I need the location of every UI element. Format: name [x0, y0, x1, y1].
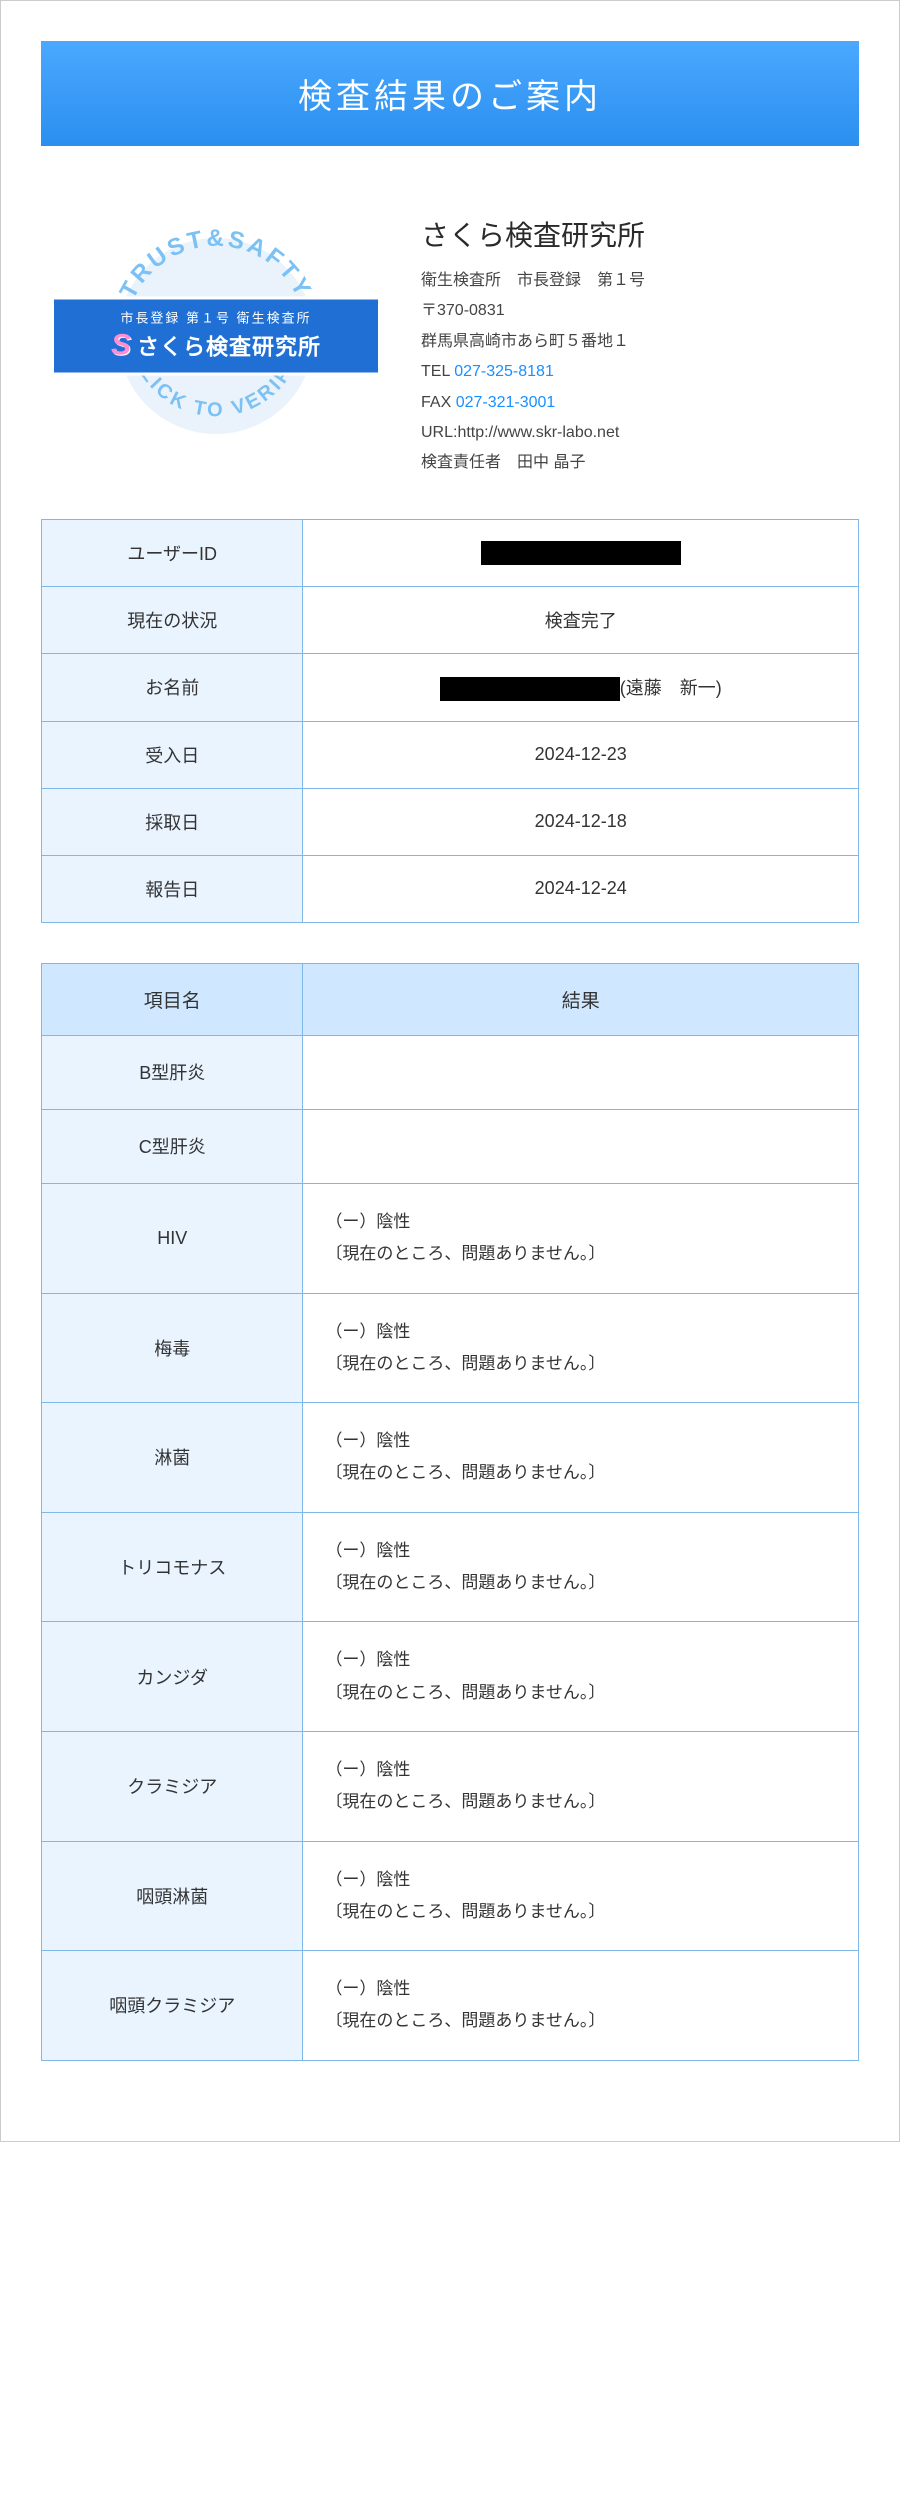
result-note: 〔現在のところ、問題ありません。〕 — [325, 1238, 836, 1270]
seal-lab-name: さくら検査研究所 — [137, 330, 321, 362]
result-value: （ー）陰性〔現在のところ、問題ありません。〕 — [303, 1731, 859, 1841]
result-row: 梅毒（ー）陰性〔現在のところ、問題ありません。〕 — [42, 1293, 859, 1403]
info-value: (遠藤 新一) — [303, 653, 859, 721]
lab-fax-line: FAX 027-321-3001 — [421, 388, 849, 418]
info-label: お名前 — [42, 653, 303, 721]
info-value: 2024-12-23 — [303, 721, 859, 788]
lab-tel-label: TEL — [421, 363, 454, 380]
result-item: クラミジア — [42, 1731, 303, 1841]
result-item: 咽頭淋菌 — [42, 1841, 303, 1951]
result-item: カンジダ — [42, 1622, 303, 1732]
result-value: （ー）陰性〔現在のところ、問題ありません。〕 — [303, 1622, 859, 1732]
trust-seal[interactable]: TRUST&SAFTY CLICK TO VERIFY 市長登録 第１号 衛生検… — [51, 206, 381, 466]
result-row: B型肝炎 — [42, 1035, 859, 1109]
info-label: 報告日 — [42, 855, 303, 922]
result-note: 〔現在のところ、問題ありません。〕 — [325, 1567, 836, 1599]
result-item: C型肝炎 — [42, 1109, 303, 1183]
result-value: （ー）陰性〔現在のところ、問題ありません。〕 — [303, 1293, 859, 1403]
result-status: （ー）陰性 — [325, 1973, 836, 2005]
lab-address: 群馬県高崎市あら町５番地１ — [421, 327, 849, 357]
seal-sub-label: 市長登録 第１号 衛生検査所 — [68, 308, 364, 327]
info-value-text: (遠藤 新一) — [620, 678, 722, 698]
result-item: 咽頭クラミジア — [42, 1951, 303, 2061]
info-row: 受入日2024-12-23 — [42, 721, 859, 788]
result-row: トリコモナス（ー）陰性〔現在のところ、問題ありません。〕 — [42, 1512, 859, 1622]
results-table: 項目名 結果 B型肝炎C型肝炎HIV（ー）陰性〔現在のところ、問題ありません。〕… — [41, 963, 859, 2061]
result-note: 〔現在のところ、問題ありません。〕 — [325, 1786, 836, 1818]
redacted-block — [440, 677, 620, 701]
lab-fax-link[interactable]: 027-321-3001 — [456, 394, 556, 411]
lab-tel-line: TEL 027-325-8181 — [421, 357, 849, 387]
result-note: 〔現在のところ、問題ありません。〕 — [325, 1896, 836, 1928]
lab-tel-link[interactable]: 027-325-8181 — [454, 363, 554, 380]
result-row: クラミジア（ー）陰性〔現在のところ、問題ありません。〕 — [42, 1731, 859, 1841]
result-status: （ー）陰性 — [325, 1316, 836, 1348]
result-item: HIV — [42, 1183, 303, 1293]
result-value: （ー）陰性〔現在のところ、問題ありません。〕 — [303, 1951, 859, 2061]
redacted-block — [481, 541, 681, 565]
result-status: （ー）陰性 — [325, 1754, 836, 1786]
info-label: 受入日 — [42, 721, 303, 788]
info-label: 現在の状況 — [42, 586, 303, 653]
result-status: （ー）陰性 — [325, 1425, 836, 1457]
result-value: （ー）陰性〔現在のところ、問題ありません。〕 — [303, 1841, 859, 1951]
lab-registration: 衛生検査所 市長登録 第１号 — [421, 266, 849, 296]
result-note: 〔現在のところ、問題ありません。〕 — [325, 2005, 836, 2037]
result-value — [303, 1109, 859, 1183]
page-title-banner: 検査結果のご案内 — [41, 41, 859, 146]
result-item: 梅毒 — [42, 1293, 303, 1403]
info-label: 採取日 — [42, 788, 303, 855]
info-value: 2024-12-24 — [303, 855, 859, 922]
result-row: HIV（ー）陰性〔現在のところ、問題ありません。〕 — [42, 1183, 859, 1293]
lab-title: さくら検査研究所 — [421, 214, 849, 254]
seal-s-icon: S — [111, 329, 131, 363]
result-value — [303, 1035, 859, 1109]
info-row: 採取日2024-12-18 — [42, 788, 859, 855]
info-row: ユーザーID — [42, 519, 859, 586]
result-item: 淋菌 — [42, 1403, 303, 1513]
lab-inspector: 検査責任者 田中 晶子 — [421, 448, 849, 478]
lab-url-line: URL:http://www.skr-labo.net — [421, 418, 849, 448]
patient-info-table: ユーザーID現在の状況検査完了お名前 (遠藤 新一) 受入日2024-12-23採取… — [41, 519, 859, 923]
result-row: 淋菌（ー）陰性〔現在のところ、問題ありません。〕 — [42, 1403, 859, 1513]
result-note: 〔現在のところ、問題ありません。〕 — [325, 1457, 836, 1489]
results-header-result: 結果 — [303, 963, 859, 1035]
info-row: 現在の状況検査完了 — [42, 586, 859, 653]
result-row: 咽頭クラミジア（ー）陰性〔現在のところ、問題ありません。〕 — [42, 1951, 859, 2061]
result-value: （ー）陰性〔現在のところ、問題ありません。〕 — [303, 1183, 859, 1293]
seal-strip: 市長登録 第１号 衛生検査所 S さくら検査研究所 — [51, 297, 381, 376]
result-item: トリコモナス — [42, 1512, 303, 1622]
lab-fax-label: FAX — [421, 394, 456, 411]
info-row: 報告日2024-12-24 — [42, 855, 859, 922]
results-header-item: 項目名 — [42, 963, 303, 1035]
result-status: （ー）陰性 — [325, 1644, 836, 1676]
result-status: （ー）陰性 — [325, 1206, 836, 1238]
info-value: 検査完了 — [303, 586, 859, 653]
info-row: お名前 (遠藤 新一) — [42, 653, 859, 721]
result-note: 〔現在のところ、問題ありません。〕 — [325, 1677, 836, 1709]
result-item: B型肝炎 — [42, 1035, 303, 1109]
page-title: 検査結果のご案内 — [298, 78, 602, 116]
result-note: 〔現在のところ、問題ありません。〕 — [325, 1348, 836, 1380]
info-value — [303, 519, 859, 586]
result-value: （ー）陰性〔現在のところ、問題ありません。〕 — [303, 1403, 859, 1513]
lab-zip: 〒370-0831 — [421, 296, 849, 326]
info-label: ユーザーID — [42, 519, 303, 586]
lab-info-block: さくら検査研究所 衛生検査所 市長登録 第１号 〒370-0831 群馬県高崎市… — [421, 206, 849, 479]
lab-url-link[interactable]: http://www.skr-labo.net — [457, 424, 619, 441]
result-row: 咽頭淋菌（ー）陰性〔現在のところ、問題ありません。〕 — [42, 1841, 859, 1951]
top-section: TRUST&SAFTY CLICK TO VERIFY 市長登録 第１号 衛生検… — [41, 206, 859, 479]
result-row: C型肝炎 — [42, 1109, 859, 1183]
lab-url-label: URL: — [421, 424, 457, 441]
info-value: 2024-12-18 — [303, 788, 859, 855]
result-value: （ー）陰性〔現在のところ、問題ありません。〕 — [303, 1512, 859, 1622]
result-row: カンジダ（ー）陰性〔現在のところ、問題ありません。〕 — [42, 1622, 859, 1732]
result-status: （ー）陰性 — [325, 1864, 836, 1896]
result-status: （ー）陰性 — [325, 1535, 836, 1567]
